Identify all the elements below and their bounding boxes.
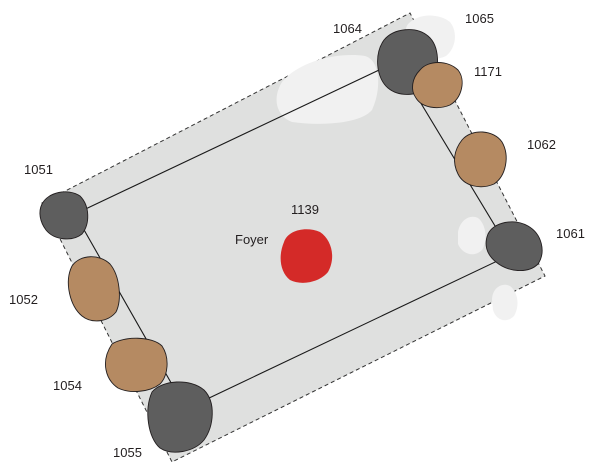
- dark-stone-1051: [39, 191, 89, 240]
- light-patch-east: [458, 216, 486, 255]
- brown-stone-1052: [68, 256, 120, 322]
- light-patch-north: [276, 55, 379, 124]
- label-1062: 1062: [527, 137, 556, 152]
- label-1139: 1139: [291, 202, 319, 217]
- label-1051: 1051: [24, 162, 53, 177]
- label-1171: 1171: [474, 64, 502, 79]
- label-foyer: Foyer: [235, 232, 269, 247]
- label-1065: 1065: [465, 11, 494, 26]
- brown-stone-1062: [454, 131, 507, 188]
- brown-stone-1054: [105, 337, 168, 392]
- label-1052: 1052: [9, 292, 38, 307]
- label-1054: 1054: [53, 378, 82, 393]
- hearth-1139: [280, 229, 333, 283]
- dark-stone-1061: [485, 221, 543, 271]
- label-1061: 1061: [556, 226, 585, 241]
- brown-stone-1171: [412, 62, 463, 109]
- light-patch-southeast: [492, 284, 518, 321]
- dark-stone-1055: [147, 381, 213, 453]
- label-1055: 1055: [113, 445, 142, 460]
- label-1064: 1064: [333, 21, 362, 36]
